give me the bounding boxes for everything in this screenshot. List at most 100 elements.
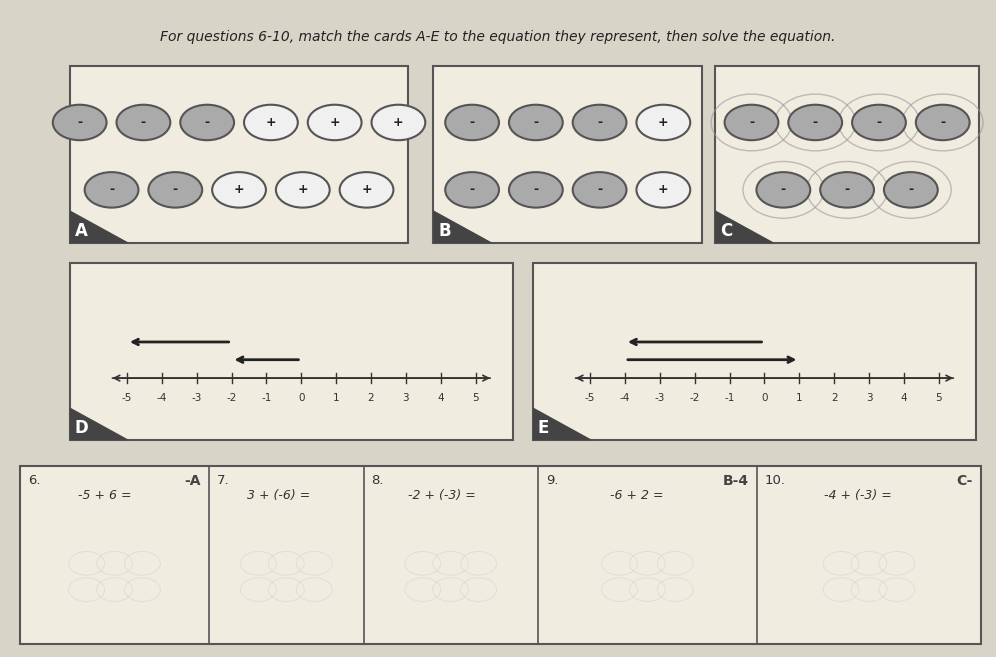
Circle shape [445, 172, 499, 208]
Circle shape [85, 172, 138, 208]
Text: +: + [658, 116, 668, 129]
Text: +: + [393, 116, 403, 129]
Text: -2: -2 [689, 393, 700, 403]
FancyBboxPatch shape [70, 263, 513, 440]
Circle shape [340, 172, 393, 208]
Text: 7.: 7. [217, 474, 230, 487]
Text: -1: -1 [261, 393, 272, 403]
FancyBboxPatch shape [715, 66, 979, 243]
Text: 9.: 9. [546, 474, 559, 487]
Text: -: - [140, 116, 146, 129]
Circle shape [509, 104, 563, 140]
Polygon shape [433, 210, 493, 243]
Text: +: + [266, 116, 276, 129]
Text: 6.: 6. [28, 474, 41, 487]
Text: -4 + (-3) =: -4 + (-3) = [824, 489, 891, 503]
Text: For questions 6-10, match the cards A-E to the equation they represent, then sol: For questions 6-10, match the cards A-E … [160, 30, 836, 43]
Text: +: + [362, 183, 372, 196]
Text: -A: -A [184, 474, 201, 488]
Circle shape [244, 104, 298, 140]
Text: -: - [845, 183, 850, 196]
Text: -3: -3 [654, 393, 665, 403]
Text: A: A [75, 222, 88, 240]
Text: +: + [234, 183, 244, 196]
Circle shape [884, 172, 938, 208]
Text: -: - [469, 183, 475, 196]
Text: -: - [597, 116, 603, 129]
Polygon shape [70, 407, 129, 440]
Circle shape [372, 104, 425, 140]
Circle shape [916, 104, 970, 140]
Text: -: - [813, 116, 818, 129]
Text: E: E [538, 419, 549, 437]
Polygon shape [70, 210, 129, 243]
Text: 1: 1 [796, 393, 803, 403]
Text: -5 + 6 =: -5 + 6 = [79, 489, 131, 503]
Circle shape [573, 172, 626, 208]
FancyBboxPatch shape [20, 466, 981, 644]
Text: -: - [109, 183, 115, 196]
Circle shape [636, 104, 690, 140]
Text: -5: -5 [585, 393, 596, 403]
Circle shape [180, 104, 234, 140]
Circle shape [509, 172, 563, 208]
Text: -: - [908, 183, 913, 196]
Circle shape [148, 172, 202, 208]
Text: D: D [75, 419, 89, 437]
Text: -: - [77, 116, 83, 129]
Text: -: - [876, 116, 881, 129]
Circle shape [853, 104, 906, 140]
Text: -: - [533, 116, 539, 129]
Text: -5: -5 [122, 393, 132, 403]
FancyBboxPatch shape [533, 263, 976, 440]
Text: -: - [204, 116, 210, 129]
Text: -: - [940, 116, 945, 129]
Circle shape [725, 104, 779, 140]
FancyBboxPatch shape [70, 66, 408, 243]
Circle shape [757, 172, 811, 208]
Text: -: - [597, 183, 603, 196]
Text: 0: 0 [298, 393, 305, 403]
Text: +: + [298, 183, 308, 196]
Text: 8.: 8. [372, 474, 384, 487]
Text: 4: 4 [900, 393, 907, 403]
Circle shape [276, 172, 330, 208]
Text: B: B [438, 222, 451, 240]
Text: -2: -2 [226, 393, 237, 403]
Text: -: - [749, 116, 754, 129]
Text: -: - [781, 183, 786, 196]
Circle shape [636, 172, 690, 208]
Circle shape [789, 104, 843, 140]
Text: -4: -4 [156, 393, 167, 403]
Text: 4: 4 [437, 393, 444, 403]
Text: C-: C- [957, 474, 973, 488]
Text: -4: -4 [620, 393, 630, 403]
Text: 10.: 10. [765, 474, 786, 487]
Text: 2: 2 [368, 393, 374, 403]
Text: -: - [469, 116, 475, 129]
Text: 5: 5 [472, 393, 479, 403]
Text: +: + [330, 116, 340, 129]
Text: B-4: B-4 [723, 474, 749, 488]
Text: 2: 2 [831, 393, 838, 403]
Circle shape [445, 104, 499, 140]
Circle shape [308, 104, 362, 140]
Text: 3: 3 [402, 393, 409, 403]
Text: -6 + 2 =: -6 + 2 = [610, 489, 663, 503]
Text: -: - [172, 183, 178, 196]
Circle shape [117, 104, 170, 140]
Circle shape [573, 104, 626, 140]
Circle shape [821, 172, 874, 208]
Circle shape [212, 172, 266, 208]
Text: 5: 5 [935, 393, 942, 403]
Text: -2 + (-3) =: -2 + (-3) = [408, 489, 476, 503]
Polygon shape [715, 210, 775, 243]
Text: +: + [658, 183, 668, 196]
Circle shape [53, 104, 107, 140]
FancyBboxPatch shape [433, 66, 702, 243]
Text: C: C [720, 222, 732, 240]
Text: 3: 3 [866, 393, 872, 403]
Text: -3: -3 [191, 393, 202, 403]
Polygon shape [533, 407, 593, 440]
Text: 1: 1 [333, 393, 340, 403]
